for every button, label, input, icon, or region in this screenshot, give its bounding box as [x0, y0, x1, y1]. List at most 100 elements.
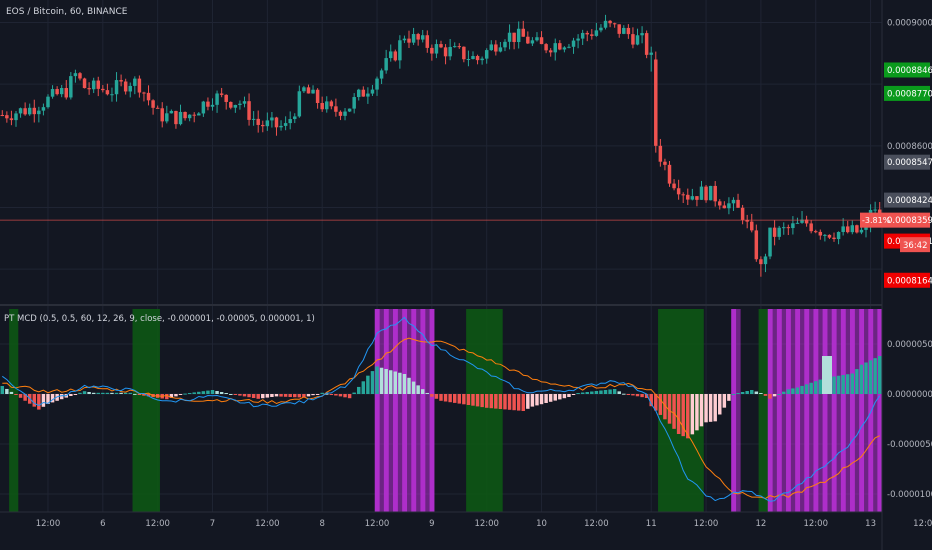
histogram-bar — [320, 392, 324, 394]
histogram-bar — [128, 392, 132, 394]
histogram-bar — [366, 375, 370, 394]
candle-body — [119, 80, 123, 82]
histogram-bar — [87, 392, 91, 394]
candle-body — [457, 46, 462, 48]
candle-body — [809, 223, 813, 232]
candle-body — [498, 47, 503, 52]
magenta-band — [850, 309, 855, 512]
histogram-bar — [850, 373, 855, 394]
candle-body — [178, 111, 183, 125]
histogram-bar — [361, 381, 366, 394]
histogram-bar — [443, 394, 448, 402]
candle-body — [567, 46, 571, 48]
histogram-bar — [457, 394, 462, 404]
histogram-bar — [626, 394, 631, 395]
candle-body — [430, 47, 434, 54]
histogram-bar — [5, 388, 9, 394]
magenta-band — [799, 309, 805, 512]
histogram-bar — [59, 394, 64, 400]
histogram-bar — [347, 394, 352, 399]
histogram-bar — [315, 394, 320, 395]
candle-body — [571, 40, 576, 47]
candle-body — [850, 225, 855, 233]
histogram-bar — [9, 391, 14, 394]
histogram-bar — [731, 394, 736, 395]
histogram-bar — [466, 394, 471, 405]
histogram-bar — [229, 394, 233, 395]
candle-body — [654, 59, 658, 146]
histogram-bar — [91, 392, 96, 394]
candle-body — [507, 32, 512, 42]
histogram-bar — [352, 392, 356, 394]
magenta-band — [735, 309, 741, 512]
histogram-bar — [114, 392, 119, 394]
histogram-bar — [722, 394, 727, 408]
magenta-band — [429, 309, 435, 512]
candle-body — [78, 73, 82, 79]
histogram-bar — [187, 393, 192, 394]
candle-body — [256, 118, 260, 125]
histogram-bar — [306, 394, 311, 397]
histogram-bar — [813, 381, 818, 394]
histogram-bar — [439, 394, 443, 401]
histogram-bar — [516, 394, 521, 411]
candle-body — [14, 113, 18, 121]
candle-body — [759, 259, 763, 265]
histogram-bar — [475, 394, 480, 407]
histogram-bar — [727, 394, 731, 401]
histogram-bar — [745, 391, 749, 394]
countdown-tag — [900, 237, 930, 253]
candle-body — [823, 234, 827, 236]
price-tag-label: 0.0008846 — [887, 66, 932, 76]
candle-body — [142, 92, 146, 94]
candle-body — [206, 101, 210, 107]
histogram-bar — [526, 394, 530, 409]
candle-body — [845, 226, 850, 233]
candle-body — [576, 38, 580, 41]
histogram-bar — [174, 394, 178, 397]
candle-body — [187, 114, 192, 119]
candle-body — [718, 201, 722, 206]
price-tag — [884, 154, 930, 170]
candle-body — [5, 115, 9, 119]
candle-body — [105, 90, 110, 95]
candle-body — [146, 92, 151, 101]
histogram-bar — [434, 394, 439, 399]
histogram-bar — [201, 391, 206, 394]
histogram-bar — [279, 394, 283, 397]
time-tick-label: 12 — [755, 519, 766, 529]
candle-body — [699, 186, 704, 200]
histogram-bar — [640, 394, 644, 398]
candle-body — [466, 59, 471, 61]
histogram-bar — [507, 394, 512, 410]
histogram-bar — [274, 394, 279, 397]
histogram-bar — [270, 394, 274, 397]
candle-body — [603, 20, 608, 28]
candle-body — [484, 50, 489, 59]
magenta-band — [808, 309, 814, 512]
candle-body — [247, 101, 251, 120]
magenta-band — [767, 309, 773, 512]
candle-body — [681, 194, 685, 196]
candle-body — [452, 46, 457, 48]
histogram-bar — [206, 390, 210, 394]
histogram-bar — [608, 389, 612, 394]
histogram-bar — [599, 390, 603, 394]
histogram-bar — [375, 366, 379, 394]
histogram-bar — [676, 394, 681, 434]
histogram-bar — [192, 392, 196, 394]
candle-body — [133, 78, 137, 86]
histogram-bar — [672, 394, 676, 429]
countdown-label: 36:42 — [903, 241, 928, 251]
time-tick-label: 12:00 — [36, 519, 61, 529]
magenta-band — [379, 309, 385, 512]
candle-body — [311, 89, 315, 94]
histogram-bar — [471, 394, 475, 406]
candle-body — [558, 43, 562, 50]
magenta-band — [393, 309, 398, 512]
histogram-bar — [772, 394, 777, 397]
candle-body — [46, 96, 50, 108]
time-tick-label: 12:00 — [255, 519, 280, 529]
